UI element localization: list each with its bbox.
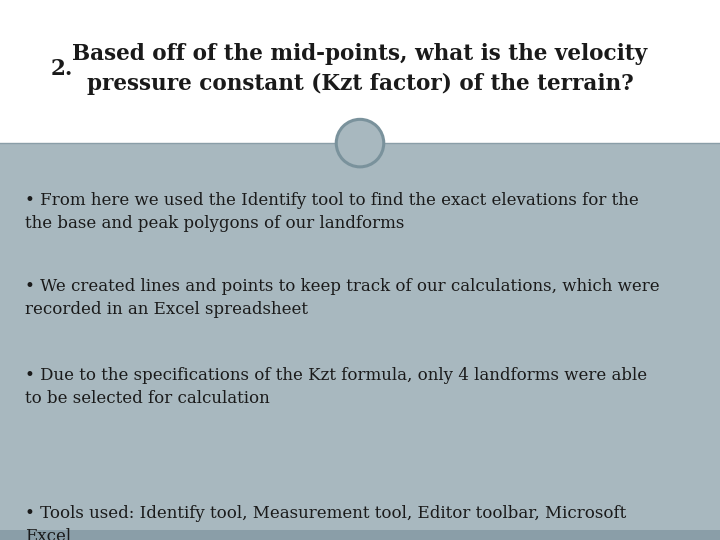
Bar xyxy=(0,0,720,143)
Text: • Due to the specifications of the Kzt formula, only 4 landforms were able
to be: • Due to the specifications of the Kzt f… xyxy=(25,367,647,407)
Text: • We created lines and points to keep track of our calculations, which were
reco: • We created lines and points to keep tr… xyxy=(25,278,660,318)
Bar xyxy=(0,143,720,540)
Text: Based off of the mid-points, what is the velocity
pressure constant (Kzt factor): Based off of the mid-points, what is the… xyxy=(73,43,647,94)
Text: 2.: 2. xyxy=(50,58,73,80)
Bar xyxy=(0,530,720,540)
Text: • From here we used the Identify tool to find the exact elevations for the
the b: • From here we used the Identify tool to… xyxy=(25,192,639,232)
Ellipse shape xyxy=(336,119,384,167)
Text: • Tools used: Identify tool, Measurement tool, Editor toolbar, Microsoft
Excel: • Tools used: Identify tool, Measurement… xyxy=(25,505,626,540)
